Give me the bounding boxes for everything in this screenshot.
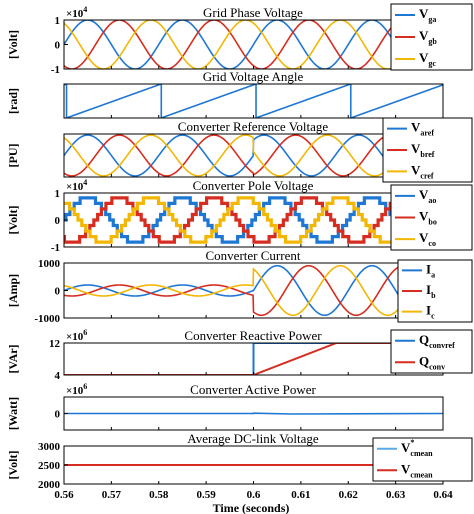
- series-line-convref: [64, 343, 443, 375]
- legend-entry: V* cmean: [401, 438, 433, 458]
- series-line-ao: [64, 196, 443, 244]
- panel-6: Converter Reactive Power [VAr] ×106 12 4 Qcon…: [6, 328, 473, 382]
- legend: Vga Vgb Vgc: [390, 3, 473, 71]
- legend-entry: Ic: [426, 303, 435, 321]
- y-tick-label: 0: [55, 215, 61, 227]
- series-line-cref: [64, 134, 443, 177]
- x-tick-label: 0.64: [433, 489, 453, 501]
- y-tick-label: 1000: [38, 258, 61, 270]
- legend-entry: Vgb: [419, 28, 437, 46]
- y-axis-label: [PU]: [6, 144, 20, 168]
- x-tick-label: 0.62: [339, 489, 359, 501]
- legend: Qconvref Qconv: [390, 329, 473, 374]
- y-tick-label: 0: [55, 409, 61, 421]
- y-tick-label: -1: [51, 242, 60, 254]
- panel-2: Grid Voltage Angle [rad]: [6, 69, 444, 119]
- y-tick-label: 12: [49, 338, 61, 350]
- panel-8: Average DC-link Voltage [Volt] 3000 2500 200…: [6, 431, 473, 491]
- x-tick-label: 0.63: [386, 489, 406, 501]
- legend-entry: Qconvref: [419, 332, 455, 350]
- legend-entry: Varef: [411, 120, 434, 138]
- y-exponent-label: ×104: [66, 5, 87, 20]
- panel-title: Converter Active Power: [190, 382, 316, 397]
- y-axis-label: [Volt]: [6, 206, 20, 235]
- y-tick-label: -1000: [34, 313, 60, 325]
- y-exponent-label: ×106: [66, 382, 87, 397]
- y-tick-label: -1: [51, 64, 60, 76]
- legend-entry: Vao: [419, 187, 436, 205]
- panel-title: Converter Pole Voltage: [193, 178, 314, 193]
- y-tick-label: 3000: [38, 441, 61, 453]
- series-line-gc: [64, 20, 443, 69]
- legend: Ia Ib Ic: [397, 259, 473, 323]
- legend-entry: Vco: [419, 230, 436, 248]
- y-exponent-label: ×106: [66, 328, 87, 343]
- y-axis-label: [VAr]: [6, 344, 20, 373]
- y-tick-label: 0: [55, 40, 61, 52]
- series-line-co: [64, 196, 443, 244]
- series-line-a: [64, 264, 443, 317]
- panel-title: Converter Reference Voltage: [178, 119, 329, 134]
- x-tick-label: 0.59: [197, 489, 217, 501]
- panel-title: Converter Current: [206, 248, 301, 263]
- x-tick-label: 0.58: [149, 489, 169, 501]
- legend: V* cmean Vcmean: [372, 437, 473, 482]
- series-line-b: [64, 264, 443, 317]
- x-axis-label: Time (seconds): [213, 501, 290, 514]
- x-tick-label: 0.61: [291, 489, 310, 501]
- panel-4: Converter Pole Voltage[Volt]×10410-1VaoV…: [6, 178, 473, 254]
- series-line-gb: [64, 20, 443, 69]
- y-tick-label: 1: [55, 15, 61, 27]
- legend: Vao Vbo Vco: [390, 184, 473, 251]
- plot-area: [63, 83, 444, 119]
- panel-title: Grid Phase Voltage: [203, 5, 303, 20]
- legend-entry: Vga: [419, 6, 436, 24]
- legend: Varef Vbref Vcref: [382, 117, 473, 183]
- legend-entry: Vbref: [411, 141, 435, 159]
- legend-entry: Vcref: [411, 162, 434, 180]
- series-line-ga: [64, 20, 443, 69]
- legend-entry: Vcmean: [401, 461, 433, 479]
- legend-entry: Qconv: [419, 353, 445, 371]
- series-line-bo: [64, 196, 443, 244]
- y-axis-label: [Volt]: [6, 30, 20, 59]
- y-tick-label: 2000: [38, 479, 61, 491]
- legend-entry: Vbo: [419, 209, 437, 227]
- legend-entry: Ia: [426, 261, 435, 279]
- panel-title: Converter Reactive Power: [184, 328, 322, 343]
- panel-title: Grid Voltage Angle: [203, 69, 304, 84]
- y-axis-label: [Amp]: [6, 274, 20, 307]
- y-tick-label: 1: [55, 188, 61, 200]
- y-axis-label: [Watt]: [6, 397, 20, 430]
- y-tick-label: 0: [55, 286, 61, 298]
- series-line-c: [64, 264, 443, 317]
- panel-5: Converter Current [Amp] 1000 0 -1000 Ia Ib Ic: [6, 248, 473, 325]
- series-line-conv: [64, 343, 443, 375]
- y-tick-label: 4: [55, 370, 61, 382]
- y-tick-label: 2500: [38, 460, 61, 472]
- x-tick-label: 0.56: [54, 489, 74, 501]
- y-exponent-label: ×104: [66, 178, 87, 193]
- panel-3: Converter Reference Voltage [PU] Varef Vbre…: [6, 117, 473, 183]
- panels-layer: Grid Phase Voltage[Volt]×10410-1VgaVgbVg…: [6, 3, 473, 491]
- series-line-main: [64, 412, 443, 415]
- x-tick-label: 0.6: [247, 489, 261, 501]
- y-axis-label: [rad]: [6, 88, 20, 114]
- legend-entry: Ib: [426, 282, 436, 300]
- x-axis: 0.56 0.57 0.58 0.59 0.6 0.61 0.62 0.63 0.64: [54, 489, 453, 501]
- panel-title: Average DC-link Voltage: [187, 431, 319, 446]
- panel-7: Converter Active Power [Watt] ×106 0: [6, 382, 444, 431]
- panel-1: Grid Phase Voltage[Volt]×10410-1VgaVgbVg…: [6, 3, 473, 76]
- y-axis-label: [Volt]: [6, 451, 20, 480]
- x-tick-label: 0.57: [102, 489, 122, 501]
- legend-entry: Vgc: [419, 50, 436, 68]
- series-line-main: [64, 84, 443, 118]
